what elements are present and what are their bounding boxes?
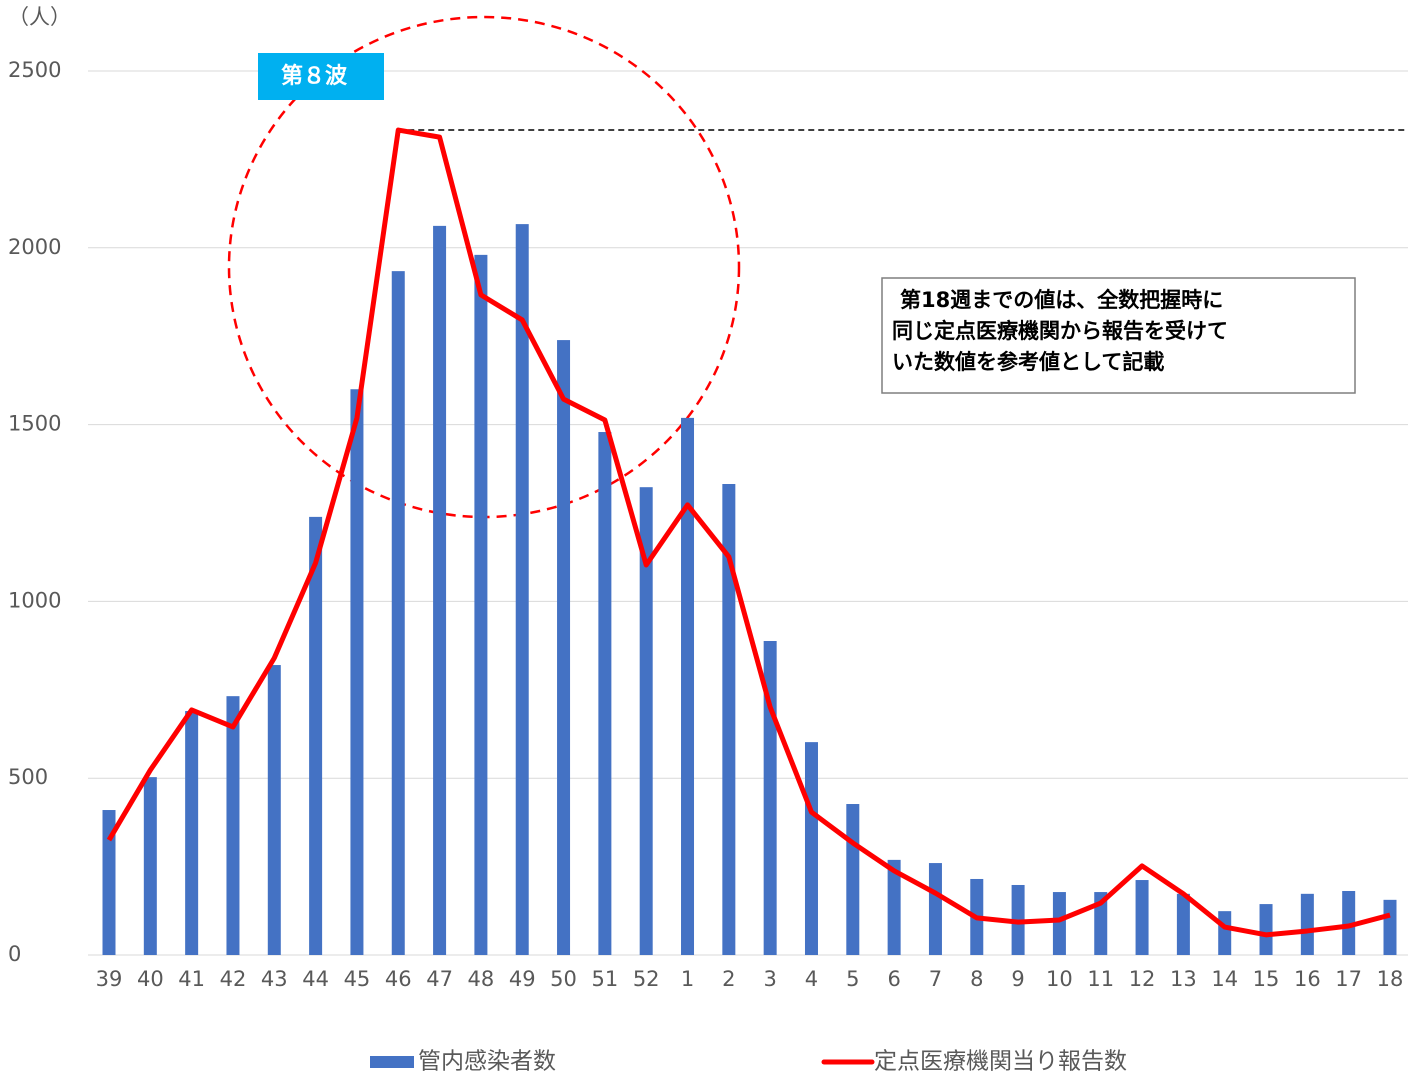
- x-tick-label: 1: [681, 967, 694, 991]
- x-tick-label: 40: [137, 967, 164, 991]
- bar: [267, 665, 281, 955]
- legend-label: 管内感染者数: [418, 1049, 556, 1075]
- bar: [1342, 890, 1356, 955]
- x-tick-label: 8: [970, 967, 983, 991]
- x-tick-label: 52: [633, 967, 660, 991]
- bar: [143, 777, 157, 955]
- x-tick-label: 42: [220, 967, 247, 991]
- bar: [1259, 904, 1273, 955]
- y-tick-label: 0: [8, 942, 21, 966]
- note-line: 同じ定点医療機関から報告を受けて: [892, 319, 1228, 343]
- y-tick-label: 2000: [8, 235, 61, 259]
- bar: [928, 863, 942, 955]
- x-tick-label: 11: [1087, 967, 1114, 991]
- note-box: [881, 277, 1356, 394]
- legend-label: 定点医療機関当り報告数: [874, 1049, 1127, 1075]
- x-tick-label: 6: [887, 967, 900, 991]
- x-tick-label: 2: [722, 967, 735, 991]
- y-tick-label: 1500: [8, 412, 61, 436]
- y-tick-label: 500: [8, 765, 48, 789]
- x-tick-label: 18: [1377, 967, 1404, 991]
- bar: [1300, 893, 1314, 955]
- wave-badge: [258, 53, 384, 100]
- x-tick-label: 13: [1170, 967, 1197, 991]
- x-tick-label: 46: [385, 967, 412, 991]
- bar: [1218, 911, 1232, 955]
- x-tick-label: 16: [1294, 967, 1321, 991]
- bar: [1135, 880, 1149, 955]
- bar: [1176, 893, 1190, 955]
- bar: [1052, 892, 1066, 955]
- bar: [226, 696, 240, 955]
- bar: [722, 484, 736, 955]
- x-tick-label: 47: [426, 967, 453, 991]
- x-tick-label: 9: [1011, 967, 1024, 991]
- x-tick-label: 4: [805, 967, 818, 991]
- x-tick-label: 39: [96, 967, 123, 991]
- unit-label: （人）: [8, 5, 71, 29]
- x-tick-label: 14: [1211, 967, 1238, 991]
- bar: [639, 487, 653, 955]
- x-tick-label: 49: [509, 967, 536, 991]
- y-tick-label: 1000: [8, 588, 61, 612]
- bar: [433, 225, 447, 955]
- bar: [102, 810, 116, 955]
- bar: [804, 742, 818, 955]
- x-tick-label: 45: [344, 967, 371, 991]
- line-series: [106, 127, 1391, 938]
- x-tick-label: 10: [1046, 967, 1073, 991]
- x-tick-label: 17: [1335, 967, 1362, 991]
- bar: [1383, 899, 1397, 955]
- x-tick-label: 3: [763, 967, 776, 991]
- bar: [887, 859, 901, 955]
- y-tick-label: 2500: [8, 58, 61, 82]
- x-tick-label: 50: [550, 967, 577, 991]
- bar: [185, 711, 199, 955]
- x-tick-label: 15: [1253, 967, 1280, 991]
- legend-swatch: [370, 1056, 414, 1068]
- bar: [557, 340, 571, 955]
- x-tick-label: 7: [929, 967, 942, 991]
- x-tick-label: 41: [178, 967, 205, 991]
- x-tick-label: 44: [302, 967, 329, 991]
- bar: [1094, 892, 1108, 955]
- bar: [350, 389, 364, 955]
- x-tick-label: 48: [468, 967, 495, 991]
- bar: [598, 432, 612, 955]
- bar: [474, 254, 488, 955]
- bar: [846, 804, 860, 955]
- wave-label: 第８波: [281, 63, 348, 89]
- x-tick-label: 12: [1129, 967, 1156, 991]
- bar: [309, 516, 323, 955]
- bar: [391, 271, 405, 956]
- bar: [681, 417, 695, 955]
- x-tick-label: 5: [846, 967, 859, 991]
- note-line: いた数値を参考値として記載: [892, 350, 1164, 374]
- x-tick-label: 43: [261, 967, 288, 991]
- note-line: 第18週までの値は、全数把握時に: [900, 288, 1223, 312]
- x-tick-label: 51: [592, 967, 619, 991]
- bar: [515, 224, 529, 956]
